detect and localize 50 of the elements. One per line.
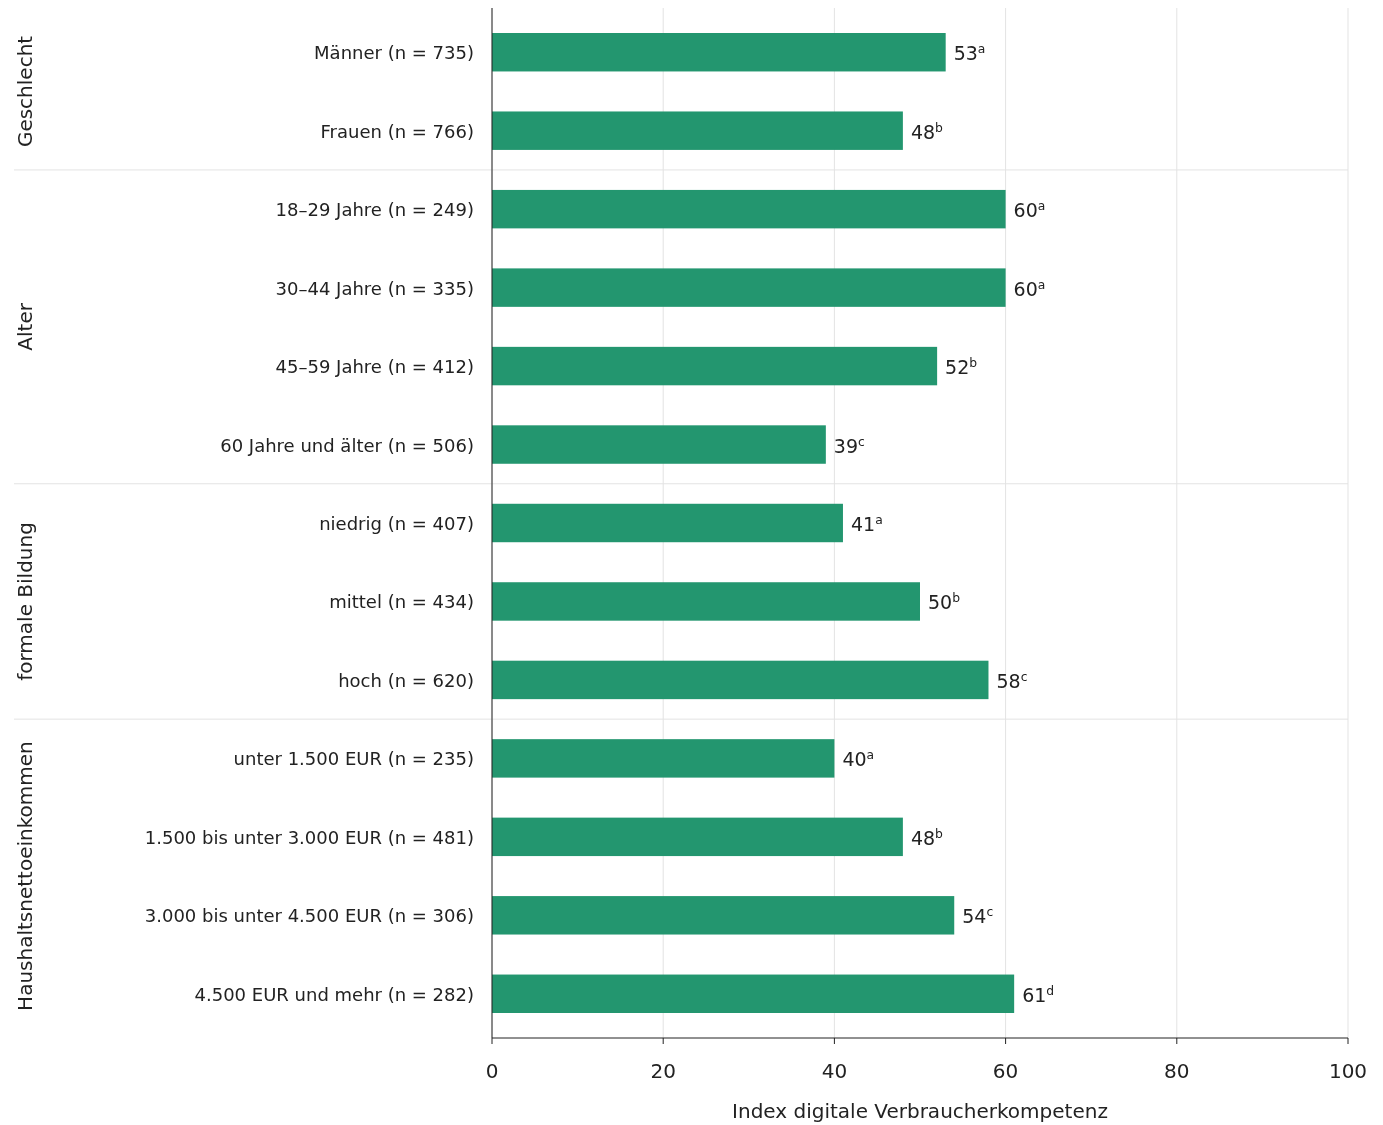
x-axis-title: Index digitale Verbraucherkompetenz — [732, 1099, 1108, 1123]
bar — [492, 660, 989, 700]
bar — [492, 739, 835, 778]
x-tick-label: 0 — [485, 1059, 499, 1083]
x-tick-label: 80 — [1164, 1059, 1190, 1083]
bar — [492, 425, 826, 464]
x-tick-label: 20 — [650, 1059, 676, 1083]
y-tick-label: 4.500 EUR und mehr (n = 282) — [194, 983, 474, 1005]
data-label: 39$^{c}$ — [833, 434, 866, 457]
y-tick-label: 1.500 bis unter 3.000 EUR (n = 481) — [144, 826, 474, 848]
x-tick-label: 100 — [1328, 1059, 1368, 1083]
y-tick-label: 3.000 bis unter 4.500 EUR (n = 306) — [144, 905, 474, 927]
bar — [492, 111, 903, 150]
bar — [492, 346, 938, 386]
x-tick-label: 60 — [992, 1059, 1019, 1083]
data-label: 41$^{a}$ — [850, 513, 883, 535]
data-label: 52$^{b}$ — [945, 356, 978, 379]
data-label: 60$^{a}$ — [1013, 277, 1046, 300]
bar — [492, 817, 903, 857]
y-tick-label: hoch (n = 620) — [338, 669, 474, 691]
text: Haushaltsnettoeinkommen — [13, 741, 37, 1011]
y-tick-label: mittel (n = 434) — [329, 591, 474, 613]
bar — [492, 189, 1006, 229]
y-tick-label: 30–44 Jahre (n = 335) — [275, 277, 474, 299]
data-label: 53$^{a}$ — [953, 42, 986, 65]
data-label: 40$^{a}$ — [842, 748, 875, 771]
y-tick-label: unter 1.500 EUR (n = 235) — [233, 748, 474, 770]
y-tick-label: Frauen (n = 766) — [320, 120, 474, 142]
data-label: 48$^{b}$ — [910, 826, 944, 849]
text: Alter — [13, 302, 37, 351]
bar — [492, 503, 843, 543]
text: Geschlecht — [13, 35, 37, 148]
text: formale Bildung — [13, 522, 37, 681]
data-label: 50$^{b}$ — [928, 591, 961, 614]
bar — [492, 896, 955, 935]
y-tick-label: Männer (n = 735) — [314, 42, 474, 64]
y-tick-label: niedrig (n = 407) — [319, 513, 474, 534]
x-tick-label: 40 — [821, 1059, 848, 1083]
data-label: 61$^{d}$ — [1022, 983, 1055, 1006]
bar — [492, 974, 1015, 1013]
data-label: 60$^{a}$ — [1013, 199, 1046, 222]
bar — [492, 582, 920, 621]
data-label: 54$^{c}$ — [962, 905, 994, 928]
y-tick-label: 45–59 Jahre (n = 412) — [275, 356, 474, 378]
y-tick-label: 60 Jahre und älter (n = 506) — [220, 434, 474, 456]
data-label: 48$^{b}$ — [910, 120, 944, 143]
data-label: 58$^{c}$ — [996, 669, 1028, 692]
y-tick-label: 18–29 Jahre (n = 249) — [275, 199, 474, 221]
bar — [492, 33, 946, 72]
bar — [492, 268, 1006, 307]
